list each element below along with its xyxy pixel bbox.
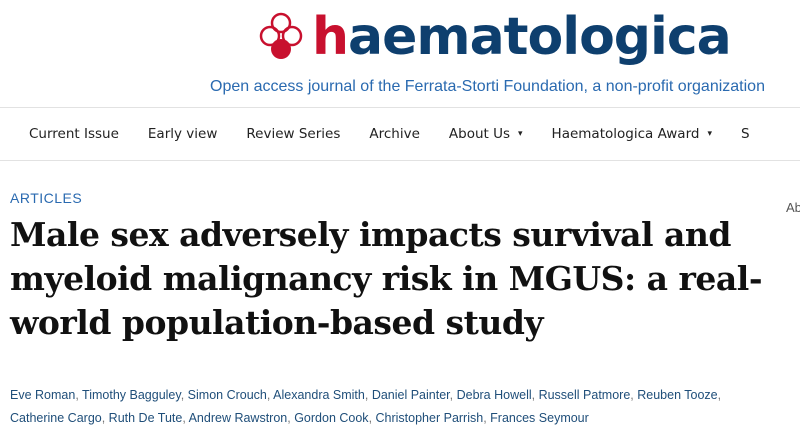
- caret-down-icon: ▾: [518, 129, 523, 139]
- author-link[interactable]: Daniel Painter: [371, 388, 450, 402]
- article-title: Male sex adversely impacts survival and …: [10, 215, 763, 342]
- nav-current-issue[interactable]: Current Issue: [29, 126, 119, 142]
- nav-more[interactable]: S: [741, 126, 750, 142]
- author-link[interactable]: Simon Crouch: [187, 388, 267, 402]
- nav-review-series[interactable]: Review Series: [246, 126, 341, 142]
- nav-archive[interactable]: Archive: [369, 126, 420, 142]
- caret-down-icon: ▾: [707, 129, 712, 139]
- author-link[interactable]: Alexandra Smith: [273, 388, 365, 402]
- author-link[interactable]: Russell Patmore: [538, 388, 631, 402]
- nav-about-us[interactable]: About Us ▾: [448, 126, 523, 142]
- main-nav: Current Issue Early view Review Series A…: [0, 107, 800, 161]
- site-logo[interactable]: haematologica: [258, 2, 732, 72]
- nav-haematologica-award[interactable]: Haematologica Award ▾: [551, 126, 712, 142]
- author-list: Eve Roman, Timothy Bagguley, Simon Crouc…: [10, 388, 722, 425]
- author-link[interactable]: Timothy Bagguley: [82, 388, 181, 402]
- author-link[interactable]: Reuben Tooze: [637, 388, 718, 402]
- author-link[interactable]: Gordon Cook: [294, 411, 369, 425]
- logo-circles-icon: [259, 12, 303, 59]
- author-link[interactable]: Ruth De Tute: [108, 411, 183, 425]
- author-link[interactable]: Christopher Parrish: [375, 411, 484, 425]
- sidebar-truncated-text: Ab: [786, 200, 800, 215]
- author-link[interactable]: Catherine Cargo: [10, 411, 102, 425]
- tagline: Open access journal of the Ferrata-Stort…: [210, 78, 765, 95]
- logo-wordmark: haematologica: [312, 7, 732, 67]
- section-label: ARTICLES: [10, 190, 83, 206]
- author-link[interactable]: Andrew Rawstron: [188, 411, 288, 425]
- author-link[interactable]: Debra Howell: [456, 388, 532, 402]
- author-link[interactable]: Frances Seymour: [490, 411, 589, 425]
- author-link[interactable]: Eve Roman: [10, 388, 76, 402]
- nav-early-view[interactable]: Early view: [147, 126, 218, 142]
